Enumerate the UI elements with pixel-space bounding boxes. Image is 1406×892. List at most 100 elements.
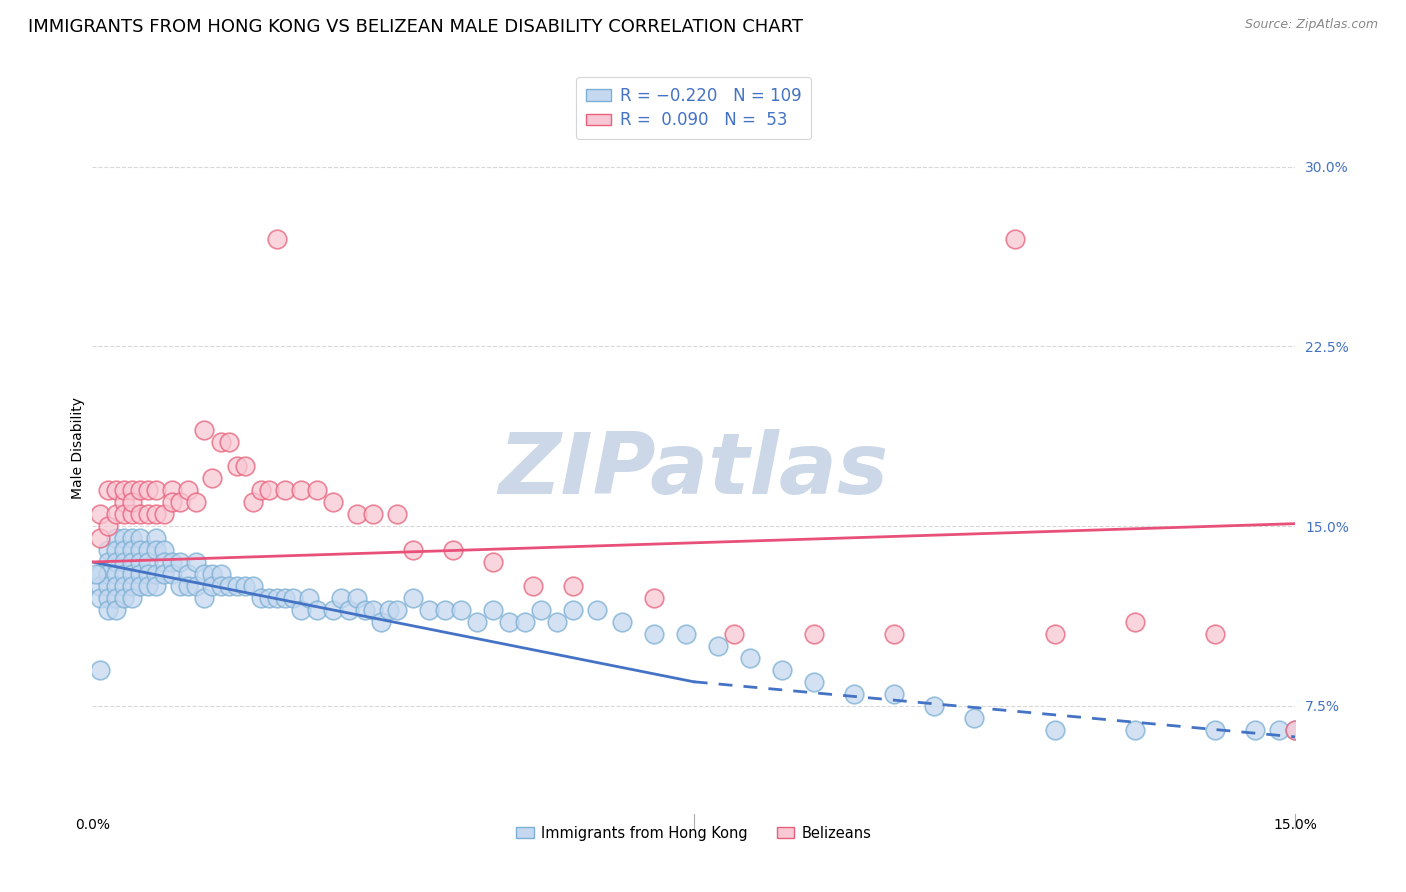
Point bbox=[266, 591, 288, 605]
Point bbox=[322, 603, 344, 617]
Point bbox=[201, 566, 224, 581]
Point bbox=[193, 423, 215, 437]
Point bbox=[1268, 723, 1291, 737]
Point bbox=[385, 507, 408, 521]
Point bbox=[209, 566, 232, 581]
Point bbox=[153, 543, 176, 558]
Point bbox=[225, 579, 247, 593]
Point bbox=[169, 579, 191, 593]
Point bbox=[209, 435, 232, 450]
Point bbox=[530, 603, 553, 617]
Point bbox=[153, 507, 176, 521]
Point bbox=[105, 603, 128, 617]
Point bbox=[883, 627, 905, 641]
Point bbox=[121, 495, 143, 509]
Point bbox=[522, 579, 544, 593]
Point bbox=[209, 579, 232, 593]
Point bbox=[97, 555, 120, 569]
Point bbox=[97, 591, 120, 605]
Point bbox=[112, 579, 135, 593]
Point bbox=[112, 566, 135, 581]
Point bbox=[105, 579, 128, 593]
Point bbox=[482, 603, 505, 617]
Point bbox=[105, 566, 128, 581]
Point bbox=[112, 543, 135, 558]
Point bbox=[105, 483, 128, 497]
Point bbox=[153, 566, 176, 581]
Point bbox=[803, 627, 825, 641]
Point bbox=[121, 483, 143, 497]
Point bbox=[266, 231, 288, 245]
Point bbox=[233, 459, 256, 474]
Point bbox=[186, 495, 208, 509]
Point bbox=[121, 531, 143, 545]
Text: ZIPatlas: ZIPatlas bbox=[499, 429, 889, 512]
Point bbox=[112, 591, 135, 605]
Point bbox=[385, 603, 408, 617]
Point bbox=[97, 519, 120, 533]
Point bbox=[465, 615, 488, 629]
Point bbox=[136, 579, 159, 593]
Point bbox=[162, 555, 184, 569]
Point bbox=[193, 591, 215, 605]
Point bbox=[225, 459, 247, 474]
Point bbox=[145, 531, 167, 545]
Y-axis label: Male Disability: Male Disability bbox=[72, 397, 86, 500]
Point bbox=[186, 555, 208, 569]
Point bbox=[242, 579, 264, 593]
Point bbox=[883, 687, 905, 701]
Point bbox=[418, 603, 440, 617]
Point bbox=[586, 603, 609, 617]
Point bbox=[112, 507, 135, 521]
Point bbox=[89, 579, 111, 593]
Point bbox=[177, 579, 200, 593]
Point bbox=[257, 483, 280, 497]
Point bbox=[1204, 723, 1226, 737]
Point bbox=[129, 566, 152, 581]
Point bbox=[89, 566, 111, 581]
Point bbox=[145, 507, 167, 521]
Point bbox=[546, 615, 568, 629]
Point bbox=[121, 555, 143, 569]
Point bbox=[273, 591, 295, 605]
Point bbox=[329, 591, 352, 605]
Point bbox=[723, 627, 745, 641]
Point bbox=[515, 615, 537, 629]
Point bbox=[281, 591, 304, 605]
Point bbox=[112, 531, 135, 545]
Point bbox=[1244, 723, 1267, 737]
Point bbox=[112, 555, 135, 569]
Point bbox=[803, 674, 825, 689]
Point bbox=[169, 555, 191, 569]
Point bbox=[1043, 627, 1066, 641]
Point bbox=[378, 603, 401, 617]
Point bbox=[610, 615, 633, 629]
Point bbox=[218, 579, 240, 593]
Point bbox=[643, 627, 665, 641]
Point bbox=[129, 579, 152, 593]
Point bbox=[257, 591, 280, 605]
Point bbox=[105, 507, 128, 521]
Point bbox=[121, 566, 143, 581]
Point bbox=[402, 543, 425, 558]
Text: IMMIGRANTS FROM HONG KONG VS BELIZEAN MALE DISABILITY CORRELATION CHART: IMMIGRANTS FROM HONG KONG VS BELIZEAN MA… bbox=[28, 18, 803, 36]
Point bbox=[337, 603, 360, 617]
Point bbox=[89, 507, 111, 521]
Point bbox=[201, 471, 224, 485]
Point bbox=[290, 603, 312, 617]
Point bbox=[177, 483, 200, 497]
Point bbox=[562, 579, 585, 593]
Text: Source: ZipAtlas.com: Source: ZipAtlas.com bbox=[1244, 18, 1378, 31]
Point bbox=[842, 687, 865, 701]
Point bbox=[201, 579, 224, 593]
Point bbox=[177, 566, 200, 581]
Point bbox=[498, 615, 520, 629]
Point bbox=[105, 591, 128, 605]
Point bbox=[1284, 723, 1306, 737]
Point bbox=[121, 591, 143, 605]
Point bbox=[84, 566, 107, 581]
Point bbox=[450, 603, 472, 617]
Point bbox=[97, 579, 120, 593]
Point bbox=[121, 543, 143, 558]
Point bbox=[129, 543, 152, 558]
